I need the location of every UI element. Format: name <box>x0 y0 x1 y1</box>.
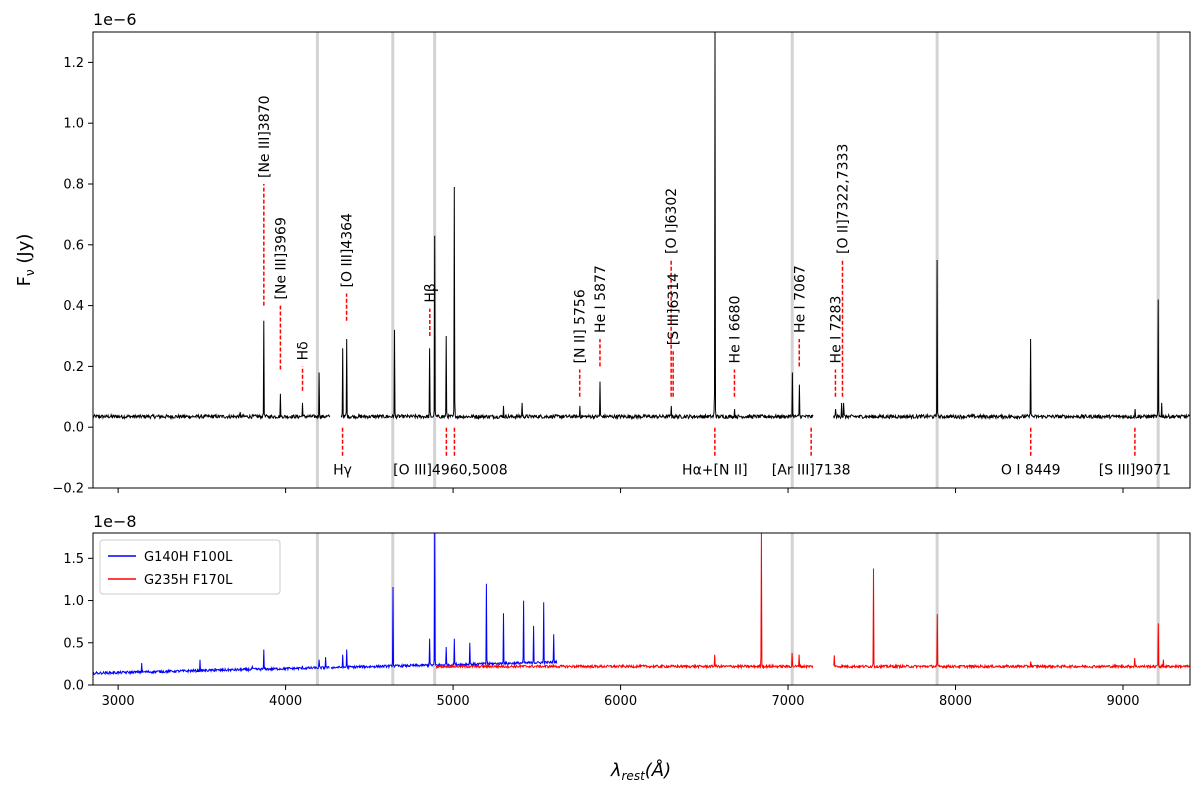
x-axis-label: λrest(Å) <box>610 759 671 783</box>
y-tick: 0.5 <box>63 636 93 651</box>
y-tick: 1.5 <box>63 552 93 567</box>
bottom-series <box>92 532 1191 676</box>
x-tick: 6000 <box>604 685 637 709</box>
top-y-ticks: −0.2 0.0 0.2 0.4 0.6 0.8 1.0 1.2 <box>52 56 93 497</box>
svg-text:1.5: 1.5 <box>63 552 84 567</box>
x-tick: 4000 <box>269 685 302 709</box>
line-label: [O II]7322,7333 <box>835 144 851 254</box>
line-label: [O I]6302 <box>664 188 680 254</box>
svg-text:8000: 8000 <box>939 694 972 709</box>
x-tick: 7000 <box>771 685 805 709</box>
line-label: [S III]9071 <box>1099 462 1171 478</box>
svg-text:3000: 3000 <box>102 694 135 709</box>
legend: G140H F100L G235H F170L <box>99 539 281 595</box>
line-label: [N II] 5756 <box>573 289 589 363</box>
line-label: [S III]6314 <box>666 273 682 345</box>
line-label: [O III]4960,5008 <box>393 462 508 478</box>
svg-text:0.0: 0.0 <box>63 421 84 436</box>
bottom-axes-frame <box>92 532 1191 686</box>
legend-entry-g140h: G140H F100L <box>144 550 233 565</box>
line-label: He I 7283 <box>828 296 844 364</box>
y-tick: −0.2 <box>52 482 93 497</box>
svg-text:6000: 6000 <box>604 694 637 709</box>
svg-text:7000: 7000 <box>771 694 804 709</box>
line-label: [O III]4364 <box>340 213 356 288</box>
y-tick: 0.8 <box>63 178 93 193</box>
top-y-axis-label: Fν (Jy) <box>14 234 37 287</box>
svg-text:0.0: 0.0 <box>63 679 84 694</box>
line-label: He I 5877 <box>593 265 609 333</box>
svg-text:0.8: 0.8 <box>63 178 84 193</box>
bottom-panel: 0.0 0.5 1.0 1.5 3000 4000 5000 6000 7000 8000 900… <box>63 512 1191 783</box>
y-tick: 0.0 <box>63 421 93 436</box>
y-tick: 0.0 <box>63 679 93 694</box>
svg-text:9000: 9000 <box>1106 694 1139 709</box>
line-label: He I 6680 <box>727 296 743 364</box>
x-tick: 5000 <box>437 685 470 709</box>
svg-text:1.2: 1.2 <box>63 56 84 71</box>
line-label: Hβ <box>423 283 439 302</box>
svg-text:4000: 4000 <box>269 694 302 709</box>
y-tick: 0.2 <box>63 360 93 375</box>
x-tick: 3000 <box>102 685 135 709</box>
bottom-y-ticks: 0.0 0.5 1.0 1.5 <box>63 552 93 694</box>
line-label: [Ne III]3870 <box>257 96 273 178</box>
line-label: [Ne III]3969 <box>273 217 289 299</box>
g235h-spectrum-line <box>435 532 1191 670</box>
svg-text:0.5: 0.5 <box>63 636 84 651</box>
top-annotations: [Ne III]3870 [Ne III]3969 Hδ [O III]4364 Hβ [… <box>257 96 1171 479</box>
line-label: Hα+[N II] <box>682 462 748 478</box>
x-tick: 9000 <box>1106 685 1140 709</box>
top-axes-frame <box>92 31 1191 489</box>
bottom-y-offset-label: 1e−8 <box>93 512 137 531</box>
line-label: He I 7067 <box>792 265 808 333</box>
line-label: Hγ <box>333 462 352 478</box>
line-label: O I 8449 <box>1001 462 1061 478</box>
legend-box <box>99 539 281 595</box>
y-tick: 1.2 <box>63 56 93 71</box>
svg-text:1.0: 1.0 <box>63 117 84 132</box>
line-label: [Ar III]7138 <box>772 462 851 478</box>
svg-text:1.0: 1.0 <box>63 594 84 609</box>
svg-text:0.6: 0.6 <box>63 238 84 253</box>
y-tick: 0.4 <box>63 299 93 314</box>
legend-entry-g235h: G235H F170L <box>144 573 233 588</box>
svg-text:0.4: 0.4 <box>63 299 84 314</box>
y-tick: 1.0 <box>63 594 93 609</box>
g140h-spectrum-line <box>92 532 558 676</box>
svg-text:0.2: 0.2 <box>63 360 84 375</box>
bottom-x-ticks: 3000 4000 5000 6000 7000 8000 9000 <box>102 685 1140 709</box>
top-x-ticks <box>117 488 1124 493</box>
y-tick: 0.6 <box>63 238 93 253</box>
top-y-offset-label: 1e−6 <box>93 10 137 29</box>
line-label: Hδ <box>296 341 312 360</box>
svg-text:5000: 5000 <box>437 694 470 709</box>
svg-text:−0.2: −0.2 <box>52 482 84 497</box>
top-spectrum-line <box>92 31 1190 421</box>
top-panel: [Ne III]3870 [Ne III]3969 Hδ [O III]4364 Hβ [… <box>14 10 1191 497</box>
y-tick: 1.0 <box>63 117 93 132</box>
x-tick: 8000 <box>939 685 972 709</box>
top-series <box>92 31 1190 421</box>
